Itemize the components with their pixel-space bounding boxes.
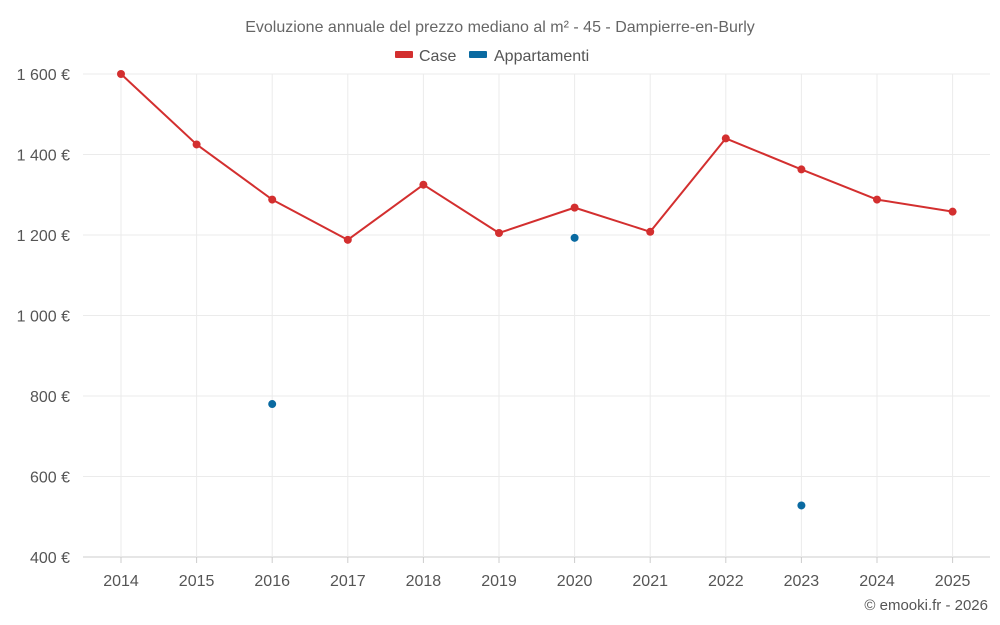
data-point-case-2023[interactable]	[797, 165, 806, 174]
legend-item-case[interactable]: Case	[395, 48, 456, 65]
data-point-case-2025[interactable]	[948, 207, 957, 216]
legend-label-appartamenti: Appartamenti	[494, 48, 589, 65]
y-tick-label: 1 200 €	[17, 228, 70, 245]
x-tick-label: 2021	[632, 573, 668, 590]
axes: 400 € 600 € 800 € 1 000 € 1 200 € 1 400 € 1 60…	[17, 67, 971, 590]
data-point-case-2024[interactable]	[873, 195, 881, 204]
x-tick-label: 2024	[859, 573, 895, 590]
series	[117, 70, 957, 510]
x-tick-label: 2022	[708, 573, 744, 590]
legend-item-appartamenti[interactable]: Appartamenti	[469, 48, 589, 65]
data-point-appartamenti-2023[interactable]	[797, 501, 806, 510]
legend-swatch-case	[395, 51, 413, 58]
y-tick-label: 1 000 €	[17, 309, 70, 326]
data-point-case-2017[interactable]	[343, 235, 352, 244]
x-tick-label: 2014	[103, 573, 139, 590]
credit-text: © emooki.fr - 2026	[864, 597, 988, 614]
data-point-case-2022[interactable]	[721, 134, 730, 143]
y-tick-label: 600 €	[30, 470, 70, 487]
x-tick-label: 2025	[935, 573, 971, 590]
y-tick-label: 1 400 €	[17, 148, 70, 165]
data-point-case-2015[interactable]	[192, 140, 201, 149]
data-point-case-2014[interactable]	[117, 70, 125, 78]
data-point-appartamenti-2020[interactable]	[570, 233, 579, 242]
data-point-appartamenti-2016[interactable]	[268, 400, 277, 409]
x-tick-label: 2023	[784, 573, 820, 590]
x-tick-label: 2018	[406, 573, 442, 590]
legend-swatch-appartamenti	[469, 51, 487, 58]
chart-title: Evoluzione annuale del prezzo mediano al…	[245, 19, 755, 36]
grid	[83, 73, 990, 558]
data-point-case-2016[interactable]	[268, 195, 277, 204]
x-tick-label: 2019	[481, 573, 517, 590]
legend-label-case: Case	[419, 48, 456, 65]
data-point-case-2020[interactable]	[570, 203, 579, 212]
y-tick-label: 800 €	[30, 389, 70, 406]
y-tick-label: 400 €	[30, 550, 70, 567]
data-point-case-2021[interactable]	[646, 227, 655, 236]
y-tick-label: 1 600 €	[17, 67, 70, 84]
data-point-case-2019[interactable]	[495, 228, 503, 237]
x-tick-label: 2016	[254, 573, 290, 590]
x-tick-label: 2020	[557, 573, 593, 590]
data-point-case-2018[interactable]	[419, 180, 428, 189]
x-tick-label: 2015	[179, 573, 215, 590]
legend: Case Appartamenti	[395, 48, 589, 65]
series-line-case	[120, 73, 953, 241]
x-tick-label: 2017	[330, 573, 366, 590]
